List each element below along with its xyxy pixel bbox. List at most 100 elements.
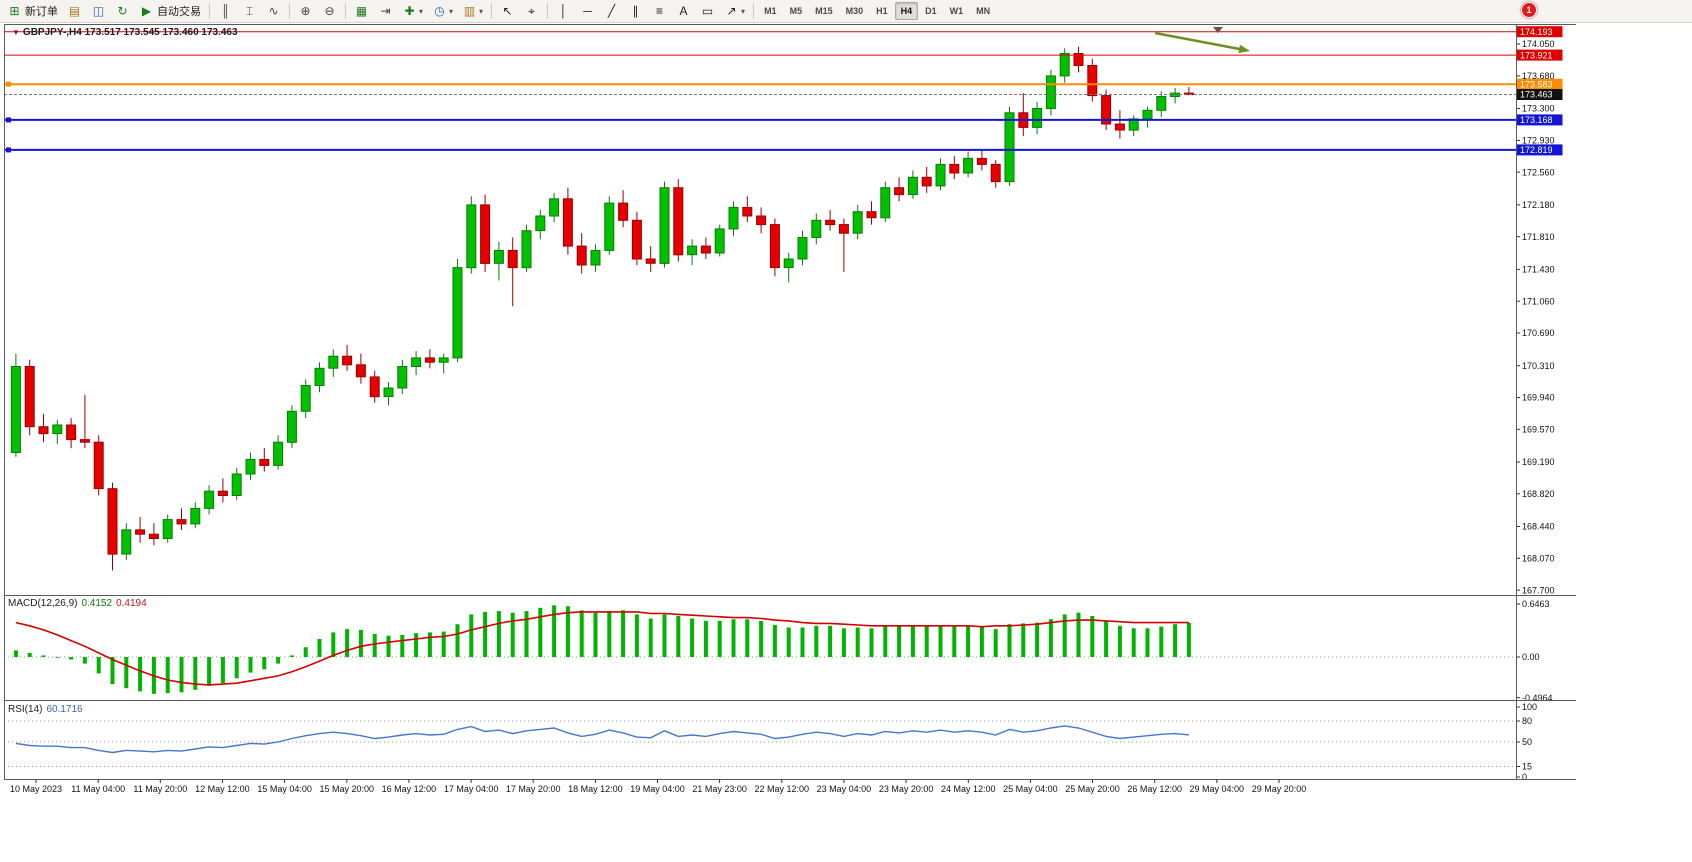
candles-layer bbox=[10, 46, 1194, 571]
zoom-out-button[interactable]: ⊖ bbox=[318, 2, 341, 21]
chart-canvas[interactable]: 174.193 173.921 173.583 173.168 172.819 173.4… bbox=[0, 24, 1580, 800]
time-axis-label: 29 May 20:00 bbox=[1252, 784, 1307, 794]
time-axis-label: 12 May 12:00 bbox=[195, 784, 250, 794]
chart-shift-marker bbox=[1213, 27, 1223, 33]
timeframe-button-m30[interactable]: M30 bbox=[845, 6, 864, 16]
toolbar-separator bbox=[345, 3, 346, 19]
price-line-label-box bbox=[1516, 144, 1563, 156]
new-order-button[interactable]: ⊞ 新订单 bbox=[3, 2, 62, 21]
auto-scroll-button[interactable]: ⇥ bbox=[374, 2, 397, 21]
price-axis-label: 170.690 bbox=[1522, 328, 1555, 338]
periods-icon: ◷ bbox=[434, 3, 445, 18]
current-price-label: 173.463 bbox=[1520, 90, 1553, 100]
zoom-in-icon: ⊕ bbox=[300, 3, 311, 18]
indicators-button[interactable]: ✚ ▾ bbox=[398, 2, 427, 21]
trendline-icon: ╱ bbox=[607, 3, 616, 18]
line-anchor bbox=[6, 117, 11, 123]
crosshair-button[interactable]: ⌖ bbox=[520, 2, 543, 21]
tile-windows-icon: ▦ bbox=[355, 3, 368, 18]
price-axis-label: 168.820 bbox=[1522, 489, 1555, 499]
indicators-icon: ✚ bbox=[404, 3, 415, 18]
text-label-button[interactable]: ▭ bbox=[696, 2, 719, 21]
trendline-button[interactable]: ╱ bbox=[600, 2, 623, 21]
timeframe-button-m15[interactable]: M15 bbox=[815, 6, 833, 16]
vertical-line-icon: │ bbox=[559, 3, 568, 18]
line-chart-button[interactable]: ∿ bbox=[262, 2, 285, 21]
refresh-button[interactable]: ↻ bbox=[111, 2, 134, 21]
timeframe-button-w1[interactable]: W1 bbox=[949, 6, 964, 16]
price-line-label-box bbox=[1516, 114, 1563, 126]
rsi-value: 60.1716 bbox=[46, 704, 83, 715]
dropdown-caret-icon[interactable]: ▾ bbox=[419, 6, 424, 16]
price-axis-label: 172.560 bbox=[1522, 167, 1555, 177]
tile-windows-button[interactable]: ▦ bbox=[350, 2, 373, 21]
arrows-button[interactable]: ↗ ▾ bbox=[720, 2, 749, 21]
time-axis-label: 16 May 12:00 bbox=[382, 784, 437, 794]
rsi-name: RSI(14) bbox=[8, 704, 43, 715]
zoom-in-button[interactable]: ⊕ bbox=[294, 2, 317, 21]
autotrading-button[interactable]: ▶ 自动交易 bbox=[135, 2, 205, 21]
rsi-axis-label: 15 bbox=[1522, 762, 1532, 772]
price-axis-label: 167.700 bbox=[1522, 585, 1555, 595]
price-axis-label: 168.070 bbox=[1522, 554, 1555, 564]
timeframe-button-h4[interactable]: H4 bbox=[894, 2, 919, 20]
timeframe-button-h1[interactable]: H1 bbox=[876, 6, 888, 16]
price-axis-label: 172.930 bbox=[1522, 136, 1555, 146]
timeframe-button-m5[interactable]: M5 bbox=[789, 6, 803, 16]
timeframe-button-mn[interactable]: MN bbox=[976, 6, 991, 16]
macd-name: MACD(12,26,9) bbox=[8, 598, 78, 609]
time-axis-label: 18 May 12:00 bbox=[568, 784, 623, 794]
price-axis-label: 171.810 bbox=[1522, 232, 1555, 242]
bar-chart-icon: ║ bbox=[221, 3, 230, 18]
periods-button[interactable]: ◷ ▾ bbox=[428, 2, 457, 21]
time-axis-label: 17 May 04:00 bbox=[444, 784, 499, 794]
text-button[interactable]: A bbox=[672, 2, 695, 21]
autotrading-icon: ▶ bbox=[141, 3, 152, 18]
equidistant-channel-button[interactable]: ∥ bbox=[624, 2, 647, 21]
dropdown-caret-icon[interactable]: ▾ bbox=[449, 6, 454, 16]
price-axis-label: 173.680 bbox=[1522, 71, 1555, 81]
macd-signal-line bbox=[15, 611, 1189, 686]
new-chart-button[interactable]: ▤ bbox=[63, 2, 86, 21]
cursor-button[interactable]: ↖ bbox=[496, 2, 519, 21]
fibonacci-icon: ≡ bbox=[656, 3, 664, 18]
candlestick-chart-button[interactable]: ⌶ bbox=[238, 2, 261, 21]
symbol-dropdown-icon[interactable]: ▼ bbox=[12, 28, 20, 37]
line-anchor bbox=[6, 147, 11, 153]
notification-badge[interactable]: 1 bbox=[1521, 2, 1537, 18]
timeframe-button-m1[interactable]: M1 bbox=[764, 6, 777, 16]
templates-button[interactable]: ▥ ▾ bbox=[458, 2, 487, 21]
timeframe-button-d1[interactable]: D1 bbox=[925, 6, 937, 16]
price-axis-label: 171.060 bbox=[1522, 296, 1555, 306]
rsi-line bbox=[15, 725, 1189, 754]
new-order-icon: ⊞ bbox=[9, 3, 20, 18]
price-line-label-box bbox=[1516, 78, 1563, 90]
time-axis-label: 19 May 04:00 bbox=[630, 784, 685, 794]
macd-axis-label: 0.00 bbox=[1522, 652, 1540, 662]
dropdown-caret-icon[interactable]: ▾ bbox=[479, 6, 484, 16]
price-axis-label: 174.050 bbox=[1522, 39, 1555, 49]
price-axis-label: 173.300 bbox=[1522, 104, 1555, 114]
new-order-button-label: 新订单 bbox=[25, 6, 58, 18]
fibonacci-button[interactable]: ≡ bbox=[648, 2, 671, 21]
price-line-label-box bbox=[1516, 26, 1563, 38]
price-axis-label: 169.570 bbox=[1522, 425, 1555, 435]
toolbar-separator bbox=[209, 3, 210, 19]
dropdown-caret-icon[interactable]: ▾ bbox=[741, 6, 746, 16]
horizontal-line-button[interactable]: ─ bbox=[576, 2, 599, 21]
macd-axis-label: -0.4964 bbox=[1522, 693, 1553, 703]
zoom-out-icon: ⊖ bbox=[324, 3, 335, 18]
time-axis-label: 11 May 20:00 bbox=[133, 784, 187, 794]
chart-symbol-period: GBPJPY-,H4 bbox=[22, 27, 82, 38]
price-line-label-box bbox=[1516, 49, 1563, 61]
toolbar-separator bbox=[753, 3, 755, 19]
new-chart-icon: ▤ bbox=[68, 3, 81, 18]
crosshair-icon: ⌖ bbox=[528, 3, 535, 18]
time-axis-label: 26 May 12:00 bbox=[1127, 784, 1182, 794]
bar-chart-button[interactable]: ║ bbox=[214, 2, 237, 21]
price-axis-label: 169.940 bbox=[1522, 393, 1555, 403]
price-axis-label: 168.440 bbox=[1522, 522, 1555, 532]
vertical-line-button[interactable]: │ bbox=[552, 2, 575, 21]
profiles-button[interactable]: ◫ bbox=[87, 2, 110, 21]
time-axis-label: 21 May 23:00 bbox=[692, 784, 747, 794]
